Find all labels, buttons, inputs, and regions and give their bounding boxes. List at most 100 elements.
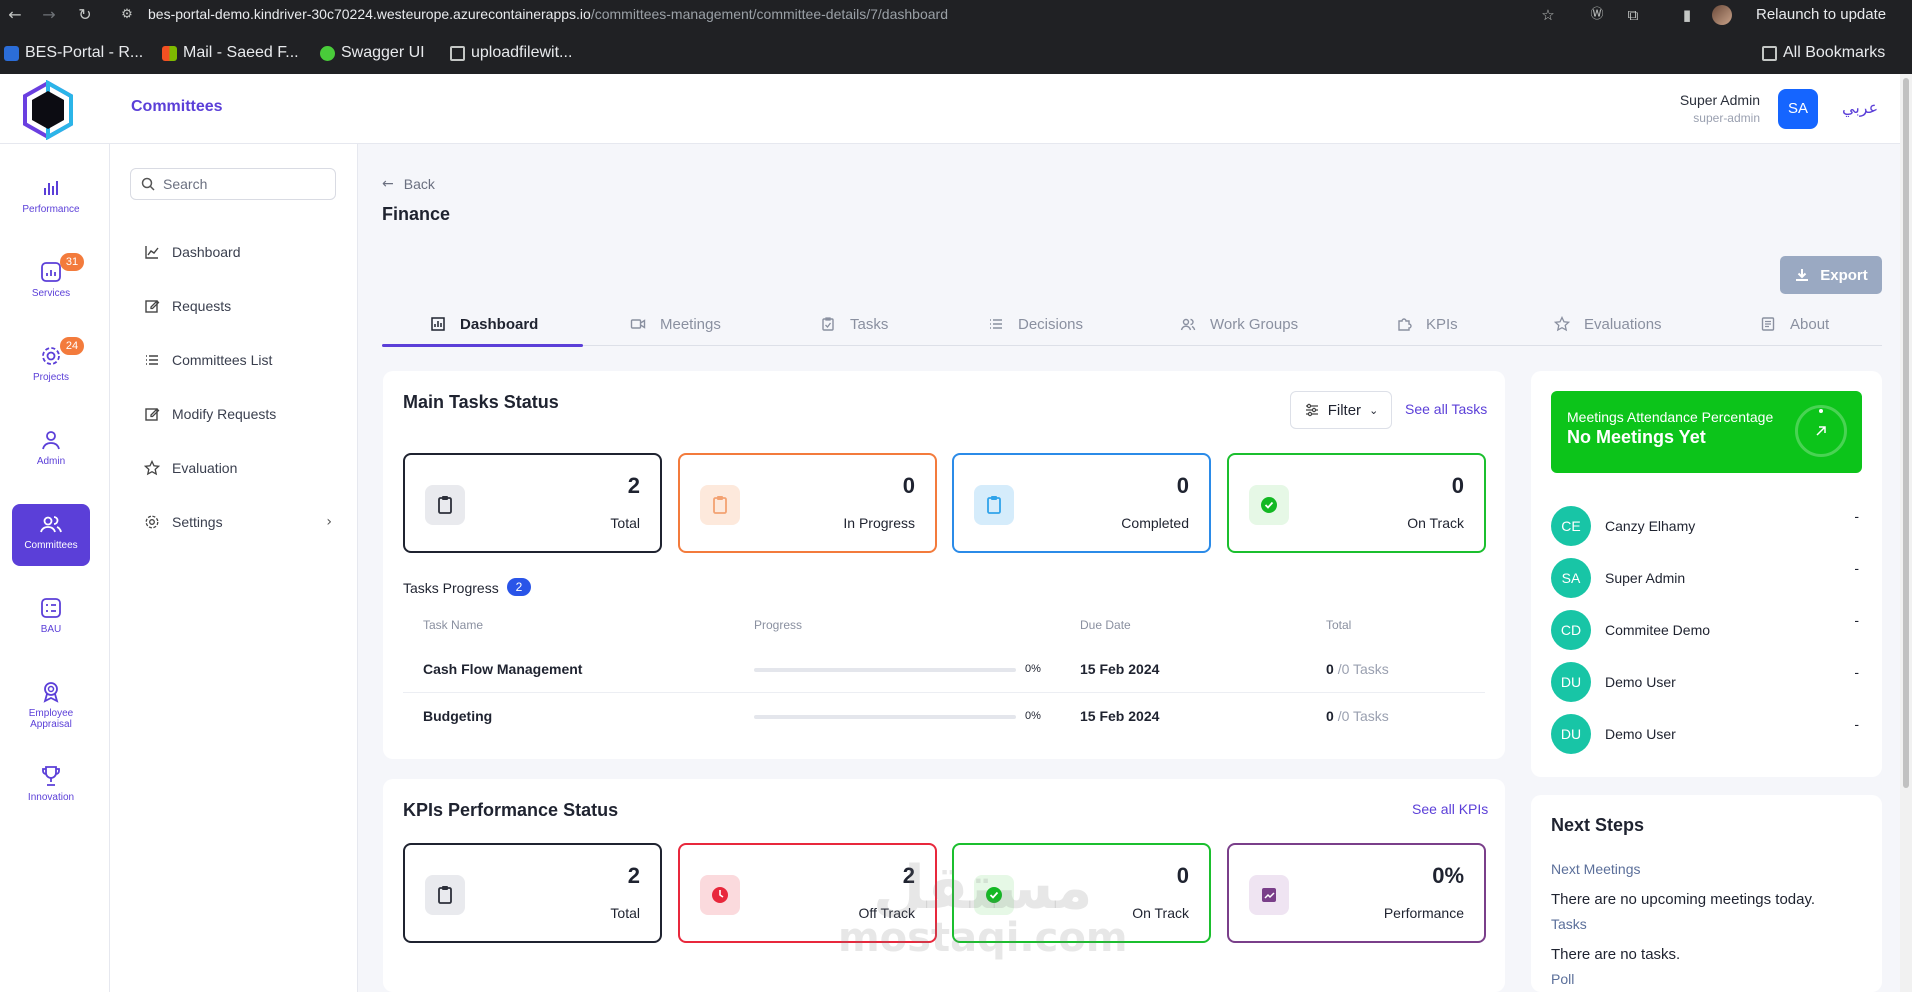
column-header: Due Date <box>1080 618 1131 632</box>
bookmark-item[interactable]: Swagger UI <box>320 42 425 64</box>
avatar: DU <box>1551 662 1591 702</box>
folder-icon <box>1762 45 1777 61</box>
sidebar-item-modify-requests[interactable]: Modify Requests <box>144 402 334 426</box>
trend-icon <box>1249 875 1289 915</box>
task-name: Budgeting <box>423 708 493 724</box>
sidebar-item-requests[interactable]: Requests <box>144 294 334 318</box>
rail-item-employee-appraisal[interactable]: Employee Appraisal <box>12 672 90 734</box>
all-bookmarks-button[interactable]: All Bookmarks <box>1762 42 1885 64</box>
next-meetings-text: There are no upcoming meetings today. <box>1551 891 1816 908</box>
swagger-icon <box>320 45 335 61</box>
document-icon <box>1761 317 1775 331</box>
site-info-icon[interactable]: ⚙ <box>121 7 133 22</box>
tab-meetings[interactable]: Meetings <box>630 302 721 346</box>
rail-item-performance[interactable]: Performance <box>12 168 90 230</box>
dashboard-icon <box>431 317 445 331</box>
star-icon <box>144 460 160 476</box>
export-button[interactable]: Export <box>1780 256 1882 294</box>
back-link[interactable]: ← Back <box>382 176 435 192</box>
rail-item-projects[interactable]: 24 Projects <box>12 336 90 398</box>
extension-icon[interactable]: Ⓦ <box>1590 7 1604 22</box>
tab-tasks[interactable]: Tasks <box>820 302 888 346</box>
kpi-stat-off-track[interactable]: 2 Off Track <box>678 843 937 943</box>
language-switch[interactable]: عربي <box>1842 98 1879 117</box>
tasks-progress-count: 2 <box>507 578 531 596</box>
back-arrow-icon[interactable]: ← <box>8 5 22 24</box>
member-row[interactable]: DU Demo User - <box>1551 714 1863 754</box>
profile-avatar[interactable] <box>1712 5 1732 25</box>
gear-icon <box>145 515 159 529</box>
chevron-right-icon: › <box>326 514 332 530</box>
attendance-value: No Meetings Yet <box>1567 427 1706 447</box>
tab-kpis[interactable]: KPIs <box>1396 302 1458 346</box>
poll-label[interactable]: Poll <box>1551 971 1575 987</box>
main-tasks-card <box>383 371 1505 759</box>
member-row[interactable]: CE Canzy Elhamy - <box>1551 506 1863 546</box>
bookmark-item[interactable]: Mail - Saeed F... <box>162 42 299 64</box>
portal-icon <box>4 45 19 61</box>
reload-icon[interactable]: ↻ <box>78 5 92 24</box>
bau-icon <box>41 598 61 618</box>
list-icon <box>990 319 1002 329</box>
side-panel-icon[interactable]: ▮ <box>1682 6 1692 24</box>
stat-on-track[interactable]: 0 On Track <box>1227 453 1486 553</box>
due-date: 15 Feb 2024 <box>1080 661 1160 677</box>
rail-item-committees[interactable]: Committees <box>12 504 90 566</box>
tab-decisions[interactable]: Decisions <box>988 302 1083 346</box>
forward-arrow-icon[interactable]: → <box>42 5 56 24</box>
user-name: Super Admin <box>1679 92 1760 108</box>
tab-evaluations[interactable]: Evaluations <box>1554 302 1662 346</box>
next-steps-title: Next Steps <box>1551 815 1645 835</box>
rail-item-innovation[interactable]: Innovation <box>12 756 90 818</box>
user-avatar[interactable]: SA <box>1778 89 1818 129</box>
check-circle-icon <box>974 875 1014 915</box>
rail-item-services[interactable]: 31 Services <box>12 252 90 314</box>
sidebar-item-dashboard[interactable]: Dashboard <box>144 240 334 264</box>
scroll-thumb[interactable] <box>1903 78 1909 788</box>
app-logo[interactable] <box>18 80 78 140</box>
filter-button[interactable]: Filter ⌄ <box>1290 391 1392 429</box>
progress-percent: 0% <box>1025 710 1041 722</box>
search-icon <box>141 177 155 191</box>
tasks-progress-label: Tasks Progress <box>403 580 499 596</box>
stat-in-progress[interactable]: 0 In Progress <box>678 453 937 553</box>
kpi-stat-total[interactable]: 2 Total <box>403 843 662 943</box>
task-total: 0 /0 Tasks <box>1326 708 1389 724</box>
puzzle-icon[interactable]: ⧉ <box>1627 6 1639 24</box>
progress-bar <box>754 668 1016 672</box>
kpi-stat-performance[interactable]: 0% Performance <box>1227 843 1486 943</box>
bookmark-item[interactable]: BES-Portal - R... <box>4 42 143 64</box>
bookmark-star-icon[interactable]: ☆ <box>1541 6 1555 24</box>
rail-item-bau[interactable]: BAU <box>12 588 90 650</box>
kpi-stat-on-track[interactable]: 0 On Track <box>952 843 1211 943</box>
sidebar-item-committees-list[interactable]: Committees List <box>144 348 334 372</box>
tab-dashboard[interactable]: Dashboard <box>430 302 538 346</box>
member-row[interactable]: SA Super Admin - <box>1551 558 1863 598</box>
sidebar-search[interactable] <box>130 168 336 200</box>
member-row[interactable]: DU Demo User - <box>1551 662 1863 702</box>
stat-completed[interactable]: 0 Completed <box>952 453 1211 553</box>
search-input[interactable] <box>163 176 323 192</box>
committees-sidebar: Dashboard Requests Committees List Modif… <box>110 144 358 992</box>
tasks-label[interactable]: Tasks <box>1551 916 1587 932</box>
rail-item-admin[interactable]: Admin <box>12 420 90 482</box>
see-all-tasks-link[interactable]: See all Tasks <box>1405 401 1488 417</box>
tab-about[interactable]: About <box>1760 302 1829 346</box>
sidebar-item-evaluation[interactable]: Evaluation <box>144 456 334 480</box>
url-field[interactable]: bes-portal-demo.kindriver-30c70224.weste… <box>148 6 948 22</box>
stat-total-tasks[interactable]: 2 Total <box>403 453 662 553</box>
next-meetings-label[interactable]: Next Meetings <box>1551 861 1641 877</box>
bookmark-item[interactable]: uploadfilewit... <box>450 42 572 64</box>
sliders-icon <box>1305 403 1318 417</box>
tab-work-groups[interactable]: Work Groups <box>1180 302 1298 346</box>
task-total: 0 /0 Tasks <box>1326 661 1389 677</box>
puzzle-icon <box>1398 318 1412 331</box>
column-header: Total <box>1326 618 1352 632</box>
address-bar-row: ← → ↻ ⚙ bes-portal-demo.kindriver-30c702… <box>0 0 1912 30</box>
see-all-kpis-link[interactable]: See all KPIs <box>1412 801 1489 817</box>
page-scrollbar[interactable] <box>1900 74 1912 992</box>
relaunch-button[interactable]: Relaunch to update <box>1756 6 1887 23</box>
member-row[interactable]: CD Commitee Demo - <box>1551 610 1863 650</box>
sidebar-item-settings[interactable]: Settings › <box>144 510 334 534</box>
module-rail: Performance 31 Services 24 Projects Admi… <box>0 144 110 992</box>
